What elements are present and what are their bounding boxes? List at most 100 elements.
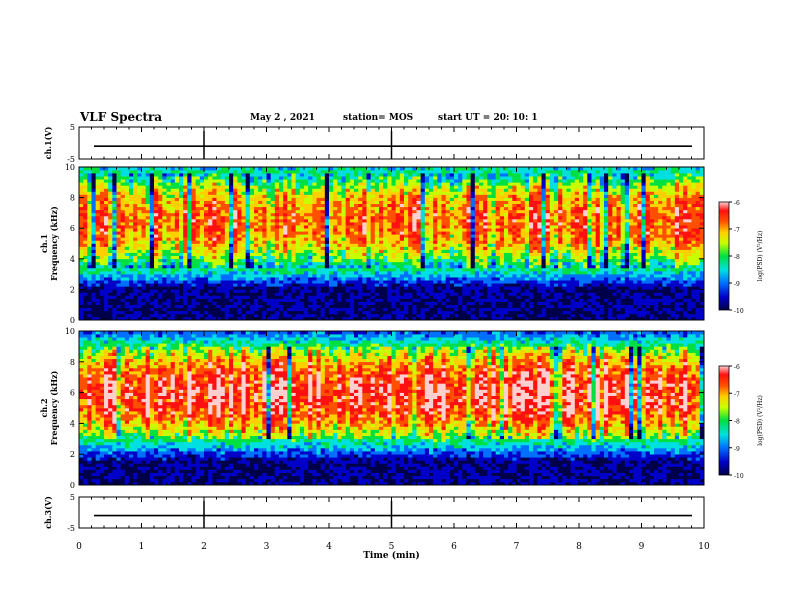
spectrogram-cell: [429, 219, 434, 223]
spectrogram-cell: [474, 264, 480, 269]
spectrogram-cell: [174, 203, 180, 208]
spectrogram-cell: [395, 222, 401, 226]
spectrogram-cell: [479, 264, 484, 269]
spectrogram-cell: [433, 188, 438, 192]
spectrogram-cell: [270, 258, 276, 263]
spectrogram-cell: [283, 301, 288, 305]
spectrogram-cell: [412, 188, 417, 192]
spectrogram-cell: [145, 267, 151, 272]
spectrogram-cell: [220, 176, 226, 180]
spectrogram-cell: [462, 301, 467, 305]
spectrogram-cell: [83, 167, 88, 171]
spectrogram-cell: [341, 277, 346, 281]
spectrogram-cell: [379, 246, 384, 250]
spectrogram-cell: [170, 203, 176, 208]
spectrogram-cell: [349, 243, 355, 247]
spectrogram-cell: [137, 234, 142, 238]
spectrogram-cell: [166, 301, 171, 305]
spectrogram-cell: [229, 225, 234, 229]
spectrogram-cell: [449, 173, 455, 177]
spectrogram-cell: [270, 219, 276, 223]
spectrogram-cell: [312, 295, 317, 299]
spectrogram-cell: [295, 219, 301, 223]
spectrogram-cell: [79, 194, 84, 198]
spectrogram-cell: [345, 231, 351, 235]
spectrogram-cell: [295, 225, 301, 229]
spectrogram-cell: [170, 298, 176, 302]
spectrogram-cell: [370, 252, 376, 257]
spectrogram-cell: [466, 167, 471, 171]
spectrogram-cell: [166, 194, 171, 198]
spectrogram-cell: [462, 283, 467, 287]
spectrogram-cell: [183, 289, 188, 293]
spectrogram-cell: [291, 176, 296, 180]
spectrogram-cell: [437, 203, 442, 208]
spectrogram-cell: [274, 286, 280, 290]
spectrogram-cell: [349, 234, 355, 238]
spectrogram-cell: [437, 252, 442, 257]
spectrogram-cell: [454, 225, 459, 229]
spectrogram-cell: [454, 261, 459, 266]
spectrogram-cell: [162, 234, 167, 238]
spectrogram-cell: [312, 246, 317, 250]
spectrogram-cell: [208, 240, 213, 244]
spectrogram-cell: [237, 313, 242, 318]
spectrogram-cell: [433, 307, 438, 312]
spectrogram-cell: [83, 271, 88, 275]
spectrogram-cell: [87, 206, 92, 211]
spectrogram-cell: [212, 200, 217, 205]
spectrogram-cell: [237, 246, 242, 250]
spectrogram-cell: [187, 240, 192, 244]
spectrogram-cell: [220, 316, 226, 321]
spectrogram-cell: [333, 203, 338, 208]
spectrogram-cell: [383, 304, 388, 309]
spectrogram-cell: [79, 219, 84, 223]
spectrogram-cell: [295, 298, 301, 302]
spectrogram-cell: [487, 167, 492, 171]
spectrogram-cell: [424, 246, 430, 250]
spectrogram-cell: [333, 292, 338, 296]
spectrogram-cell: [108, 298, 113, 302]
spectrogram-cell: [312, 277, 317, 281]
spectrogram-cell: [229, 222, 234, 226]
spectrogram-cell: [487, 246, 492, 250]
spectrogram-cell: [129, 179, 134, 183]
spectrogram-cell: [166, 188, 171, 192]
spectrogram-cell: [345, 212, 351, 217]
spectrogram-cell: [129, 249, 134, 253]
spectrogram-cell: [270, 252, 276, 257]
spectrogram-cell: [287, 176, 292, 180]
spectrogram-cell: [266, 182, 271, 186]
spectrogram-cell: [429, 215, 434, 220]
spectrogram-cell: [95, 185, 101, 189]
spectrogram-cell: [274, 301, 280, 305]
spectrogram-cell: [199, 182, 205, 186]
spectrogram-cell: [129, 176, 134, 180]
spectrogram-cell: [354, 267, 359, 272]
spectrogram-cell: [158, 167, 163, 171]
spectrogram-cell: [220, 173, 226, 177]
spectrogram-cell: [108, 194, 113, 198]
spectrogram-cell: [99, 316, 105, 321]
spectrogram-cell: [174, 292, 180, 296]
spectrogram-cell: [424, 209, 430, 214]
spectrogram-cell: [320, 225, 326, 229]
spectrogram-cell: [395, 173, 401, 177]
spectrogram-cell: [112, 280, 117, 284]
spectrogram-cell: [466, 289, 471, 293]
spectrogram-cell: [445, 267, 451, 272]
spectrogram-cell: [116, 231, 121, 235]
spectrogram-cell: [374, 258, 380, 263]
spectrogram-cell: [420, 255, 426, 260]
spectrogram-cell: [445, 313, 451, 318]
spectrogram-cell: [324, 222, 330, 226]
spectrogram-cell: [391, 249, 396, 253]
spectrogram-cell: [187, 249, 192, 253]
spectrogram-cell: [266, 203, 271, 208]
spectrogram-cell: [324, 301, 330, 305]
spectrogram-cell: [174, 240, 180, 244]
spectrogram-cell: [95, 234, 101, 238]
spectrogram-cell: [458, 188, 463, 192]
spectrogram-cell: [245, 271, 251, 275]
spectrogram-cell: [379, 313, 384, 318]
